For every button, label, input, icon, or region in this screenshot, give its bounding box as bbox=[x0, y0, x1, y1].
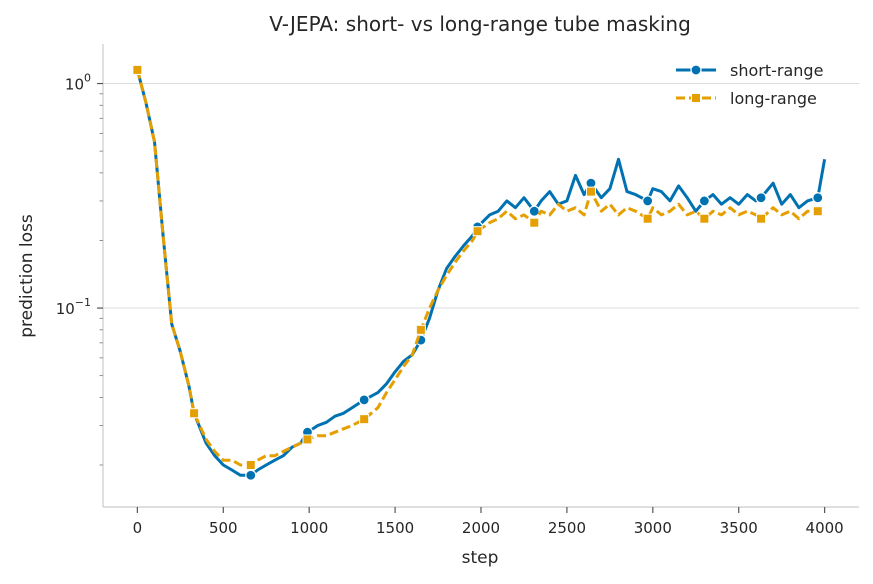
data-point bbox=[812, 192, 824, 204]
data-point bbox=[189, 408, 200, 419]
x-tick-label: 4000 bbox=[806, 519, 844, 537]
data-point bbox=[698, 195, 710, 207]
data-point bbox=[359, 414, 370, 425]
data-point bbox=[529, 217, 540, 228]
data-point bbox=[302, 434, 313, 445]
chart-title: V-JEPA: short- vs long-range tube maskin… bbox=[269, 12, 691, 36]
series-layer bbox=[131, 64, 827, 481]
data-point bbox=[642, 213, 653, 224]
legend-marker bbox=[691, 93, 701, 103]
data-point bbox=[472, 226, 483, 237]
data-point bbox=[756, 213, 767, 224]
data-point bbox=[699, 213, 710, 224]
legend: short-range long-range bbox=[676, 61, 823, 108]
data-point bbox=[415, 324, 426, 335]
legend-marker bbox=[690, 64, 702, 76]
y-tick-label: 100 bbox=[65, 72, 91, 94]
series-short-range bbox=[131, 64, 827, 481]
series-line bbox=[135, 69, 826, 467]
y-tick-label: 10−1 bbox=[56, 296, 91, 318]
data-point bbox=[528, 205, 540, 217]
x-tick-label: 2000 bbox=[462, 519, 500, 537]
legend-label: long-range bbox=[730, 89, 817, 108]
series-line bbox=[135, 69, 827, 477]
data-point bbox=[755, 192, 767, 204]
data-point bbox=[642, 195, 654, 207]
axis-ticks: 100 10−1 0 500 1000 1500 2000 2500 3000 3500 4000 bbox=[56, 72, 844, 537]
grid-lines bbox=[103, 83, 859, 309]
x-tick-label: 0 bbox=[133, 519, 143, 537]
series-long-range bbox=[132, 64, 826, 470]
x-tick-label: 3000 bbox=[634, 519, 672, 537]
x-axis-label: step bbox=[462, 548, 499, 568]
x-tick-label: 500 bbox=[209, 519, 238, 537]
x-tick-label: 2500 bbox=[548, 519, 586, 537]
data-point bbox=[245, 469, 257, 481]
data-point bbox=[245, 459, 256, 470]
data-point bbox=[812, 206, 823, 217]
y-axis-label: prediction loss bbox=[17, 214, 37, 338]
legend-label: short-range bbox=[730, 61, 823, 80]
data-point bbox=[132, 64, 143, 75]
data-point bbox=[585, 186, 596, 197]
x-tick-label: 1500 bbox=[376, 519, 414, 537]
data-point bbox=[358, 394, 370, 406]
x-tick-label: 3500 bbox=[720, 519, 758, 537]
x-tick-label: 1000 bbox=[290, 519, 328, 537]
